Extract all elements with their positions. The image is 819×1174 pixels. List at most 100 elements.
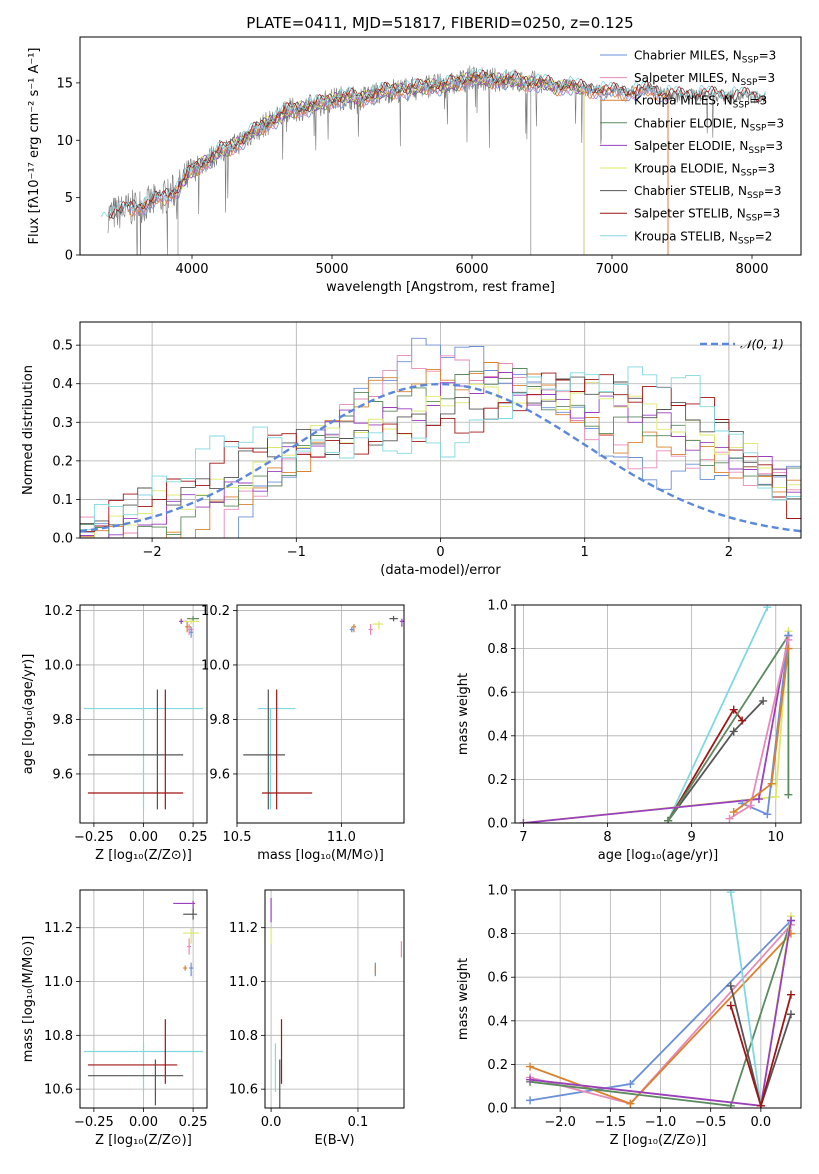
legend-entry: Salpeter ELODIE, NSSP=3: [634, 139, 783, 156]
x-tick-label: 0.00: [129, 1115, 158, 1130]
x-axis-label: mass [log₁₀(M/M⊙)]: [257, 848, 384, 863]
x-tick-label: −1: [287, 545, 306, 560]
y-tick-label: 0.4: [487, 729, 508, 744]
x-tick-label: 0.25: [179, 830, 208, 845]
legend-entry: Salpeter STELIB, NSSP=3: [634, 207, 780, 224]
y-tick-label: 9.6: [209, 767, 230, 782]
x-tick-label: 5000: [315, 262, 348, 277]
y-tick-label: 0.2: [52, 454, 73, 469]
age-vs-mass-frame: [236, 604, 405, 824]
x-tick-label: 2: [725, 545, 733, 560]
y-axis-label: Normed distribution: [21, 365, 36, 495]
x-axis-label: E(B-V): [314, 1133, 354, 1148]
residual-legend: 𝒩(0, 1): [700, 338, 784, 352]
y-tick-label: 15: [56, 76, 73, 91]
x-tick-label: −1.5: [595, 1115, 627, 1130]
y-tick-label: 0.0: [487, 1102, 508, 1117]
x-axis-label: wavelength [Angstrom, rest frame]: [326, 280, 555, 295]
y-tick-label: 1.0: [487, 884, 508, 899]
massweight-vs-Z-lines: [526, 890, 795, 1108]
legend-entry: Kroupa STELIB, NSSP=2: [634, 229, 772, 246]
mass-vs-Z-points: [83, 900, 204, 1106]
histogram-step: [80, 362, 801, 538]
x-tick-label: 0.0: [751, 1115, 772, 1130]
massweight-marker: [784, 635, 793, 644]
mass-vs-ebv-frame: [264, 889, 405, 1109]
massweight-line: [523, 635, 790, 823]
massweight-marker: [526, 1075, 535, 1084]
spectrum-axes: 4000 5000 6000 7000 8000 0 5 10 15 wavelength [An…: [27, 48, 769, 296]
massweight-marker: [664, 816, 673, 823]
x-axis-label: Z [log₁₀(Z/Z⊙)]: [95, 1133, 192, 1148]
massweight-marker: [786, 1010, 795, 1019]
mass-vs-ebv-axes: 0.0 0.1 10.6 10.8 11.0 11.2 E(B-V): [229, 890, 404, 1148]
legend-entry: Salpeter MILES, NSSP=3: [634, 71, 775, 88]
x-tick-label: −2.0: [544, 1115, 576, 1130]
legend-entry: Kroupa ELODIE, NSSP=3: [634, 162, 775, 179]
y-tick-label: 0: [65, 249, 73, 264]
mass-vs-Z-frame: [79, 889, 208, 1109]
massweight-line: [729, 892, 762, 1106]
massweight-marker: [626, 1080, 635, 1089]
spectrum-frame: [79, 36, 802, 256]
massweight-marker: [726, 890, 735, 897]
x-tick-label: 11.0: [327, 830, 356, 845]
y-tick-label: 10.6: [44, 1083, 73, 1098]
legend-entry: Chabrier MILES, NSSP=3: [634, 49, 776, 66]
massweight-vs-Z-axes: −2.0 −1.5 −1.0 −0.5 0.0 0.0 0.2 0.4 0.6 0.8 1.0 Z […: [456, 884, 801, 1148]
massweight-line: [667, 606, 769, 822]
y-tick-label: 0.1: [52, 493, 73, 508]
massweight-marker: [767, 779, 776, 788]
x-tick-label: 10.5: [223, 830, 252, 845]
residual-histograms: [80, 337, 801, 538]
y-tick-label: 5: [65, 191, 73, 206]
y-axis-label: Flux [fλ10⁻¹⁷ erg cm⁻² s⁻¹ A⁻¹]: [27, 48, 42, 245]
massweight-marker: [526, 1062, 535, 1071]
y-axis-label: mass weight: [456, 673, 471, 755]
y-axis-label: mass weight: [456, 958, 471, 1040]
y-tick-label: 9.8: [52, 713, 73, 728]
y-tick-label: 10.8: [44, 1029, 73, 1044]
massweight-vs-age-lines: [519, 605, 793, 823]
massweight-marker: [763, 810, 772, 819]
residuals-axes: −2 −1 0 1 2 0.0 0.1 0.2 0.3 0.4 0.5 (data-model)/er…: [21, 322, 801, 578]
massweight-line: [523, 631, 790, 823]
y-tick-label: 11.2: [229, 921, 258, 936]
x-tick-label: 9: [688, 830, 696, 845]
massweight-marker: [519, 819, 528, 823]
legend-entry: Chabrier ELODIE, NSSP=3: [634, 116, 784, 133]
x-tick-label: 4000: [175, 262, 208, 277]
y-tick-label: 0.2: [487, 773, 508, 788]
y-tick-label: 11.2: [44, 921, 73, 936]
x-tick-label: 0.00: [129, 830, 158, 845]
y-tick-label: 0.6: [487, 686, 508, 701]
y-tick-label: 9.8: [209, 713, 230, 728]
y-tick-label: 0.5: [52, 339, 73, 354]
x-tick-label: 8: [603, 830, 611, 845]
x-tick-label: 0.1: [348, 1115, 369, 1130]
x-tick-label: 1: [581, 545, 589, 560]
y-tick-label: 10.0: [201, 658, 230, 673]
y-tick-label: 1.0: [487, 599, 508, 614]
massweight-marker: [759, 696, 768, 705]
histogram-step: [80, 372, 801, 538]
massweight-line: [729, 639, 790, 820]
age-vs-mass-axes: 10.5 11.0 9.6 9.8 10.0 10.2 mass [log₁₀(M/M⊙)]: [201, 604, 404, 863]
x-tick-label: 0.0: [261, 1115, 282, 1130]
y-axis-label: age [log₁₀(age/yr)]: [21, 654, 36, 775]
massweight-vs-Z-frame: [514, 889, 802, 1109]
age-vs-Z-axes: −0.25 0.00 0.25 9.6 9.8 10.0 10.2 Z [log₁₀(Z/Z⊙…: [21, 604, 208, 863]
model-spectrum-line: [100, 67, 766, 218]
histogram-step: [80, 381, 801, 538]
histogram-step: [80, 366, 801, 531]
legend-entry: 𝒩(0, 1): [740, 338, 784, 352]
y-tick-label: 11.0: [44, 975, 73, 990]
x-tick-label: 8000: [735, 262, 768, 277]
y-tick-label: 10.2: [201, 604, 230, 619]
y-tick-label: 10.0: [44, 658, 73, 673]
figure-title: PLATE=0411, MJD=51817, FIBERID=0250, z=0…: [246, 14, 633, 32]
mass-vs-ebv-points: [270, 898, 402, 1108]
histogram-step: [80, 372, 801, 533]
model-spectrum-line: [107, 71, 767, 220]
